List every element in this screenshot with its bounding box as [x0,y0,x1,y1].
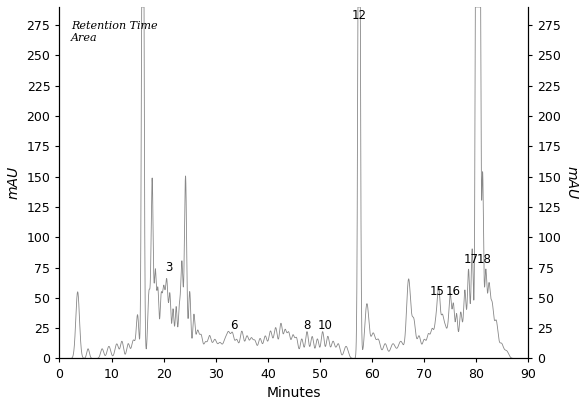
X-axis label: Minutes: Minutes [267,386,321,400]
Text: 12: 12 [352,9,367,22]
Y-axis label: mAU: mAU [7,166,21,199]
Text: 3: 3 [165,260,173,274]
Text: 8: 8 [303,319,311,332]
Text: 16: 16 [445,285,460,298]
Text: 18: 18 [477,253,491,266]
Text: Retention Time
Area: Retention Time Area [71,21,158,43]
Text: 10: 10 [318,319,333,332]
Text: 15: 15 [430,285,445,298]
Y-axis label: mAU: mAU [564,166,578,199]
Text: 6: 6 [230,319,238,332]
Text: 17: 17 [464,253,479,266]
